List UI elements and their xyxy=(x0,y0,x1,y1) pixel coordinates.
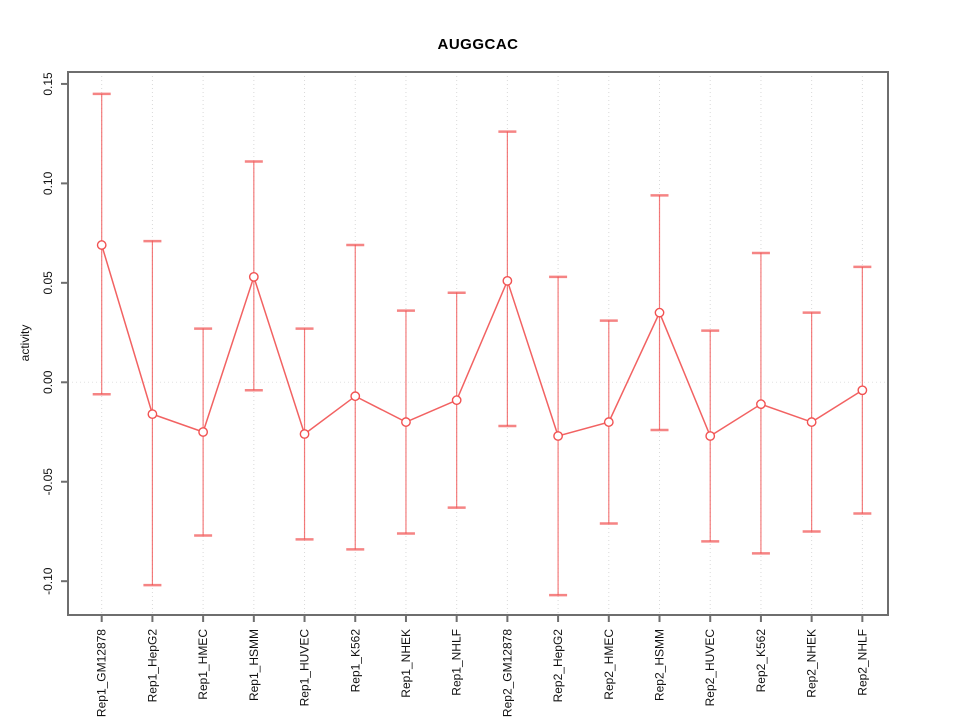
chart-title: AUGGCAC xyxy=(437,36,519,53)
series-line xyxy=(100,244,863,438)
x-tick-label: Rep2_K562 xyxy=(754,629,768,693)
data-point-marker xyxy=(299,429,310,439)
y-tick-label: 0.15 xyxy=(41,72,55,96)
plot-border xyxy=(67,71,889,616)
y-tick-label: -0.05 xyxy=(41,468,55,496)
y-tick-label: 0.05 xyxy=(41,271,55,295)
data-point-marker xyxy=(756,399,766,410)
x-tick-label: Rep1_HUVEC xyxy=(298,629,312,707)
x-tick-label: Rep2_NHEK xyxy=(805,629,819,698)
data-point-marker xyxy=(248,271,259,282)
x-tick-label: Rep1_NHLF xyxy=(450,629,464,696)
data-point-marker xyxy=(705,431,716,441)
data-point-marker xyxy=(401,417,411,427)
data-point-marker xyxy=(96,240,107,250)
x-tick-label: Rep1_NHEK xyxy=(399,629,413,698)
data-point-marker xyxy=(147,409,158,420)
x-tick-label: Rep2_NHLF xyxy=(855,629,869,696)
x-tick-label: Rep1_K562 xyxy=(348,629,362,693)
y-tick-label: 0.10 xyxy=(41,171,55,195)
data-point-marker xyxy=(857,385,868,396)
y-tick-label: 0.00 xyxy=(41,370,55,394)
x-tick-label: Rep1_HepG2 xyxy=(145,629,159,703)
data-point-marker xyxy=(806,417,817,427)
data-point-marker xyxy=(553,431,563,441)
x-tick-label: Rep2_HMEC xyxy=(602,629,616,700)
data-point-marker xyxy=(198,427,209,437)
data-point-marker xyxy=(350,391,361,402)
data-point-marker xyxy=(451,395,462,406)
data-point-marker xyxy=(603,417,614,427)
y-tick-label: -0.10 xyxy=(41,567,55,595)
x-tick-label: Rep2_HSMM xyxy=(653,629,667,701)
x-tick-label: Rep2_HepG2 xyxy=(551,629,565,703)
x-tick-label: Rep1_GM12878 xyxy=(95,629,109,717)
data-point-marker xyxy=(502,275,513,286)
x-tick-label: Rep1_HMEC xyxy=(196,629,210,700)
x-tick-label: Rep1_HSMM xyxy=(247,629,261,701)
x-tick-label: Rep2_GM12878 xyxy=(500,629,514,717)
x-tick-label: Rep2_HUVEC xyxy=(703,629,717,707)
data-point-marker xyxy=(654,307,665,318)
